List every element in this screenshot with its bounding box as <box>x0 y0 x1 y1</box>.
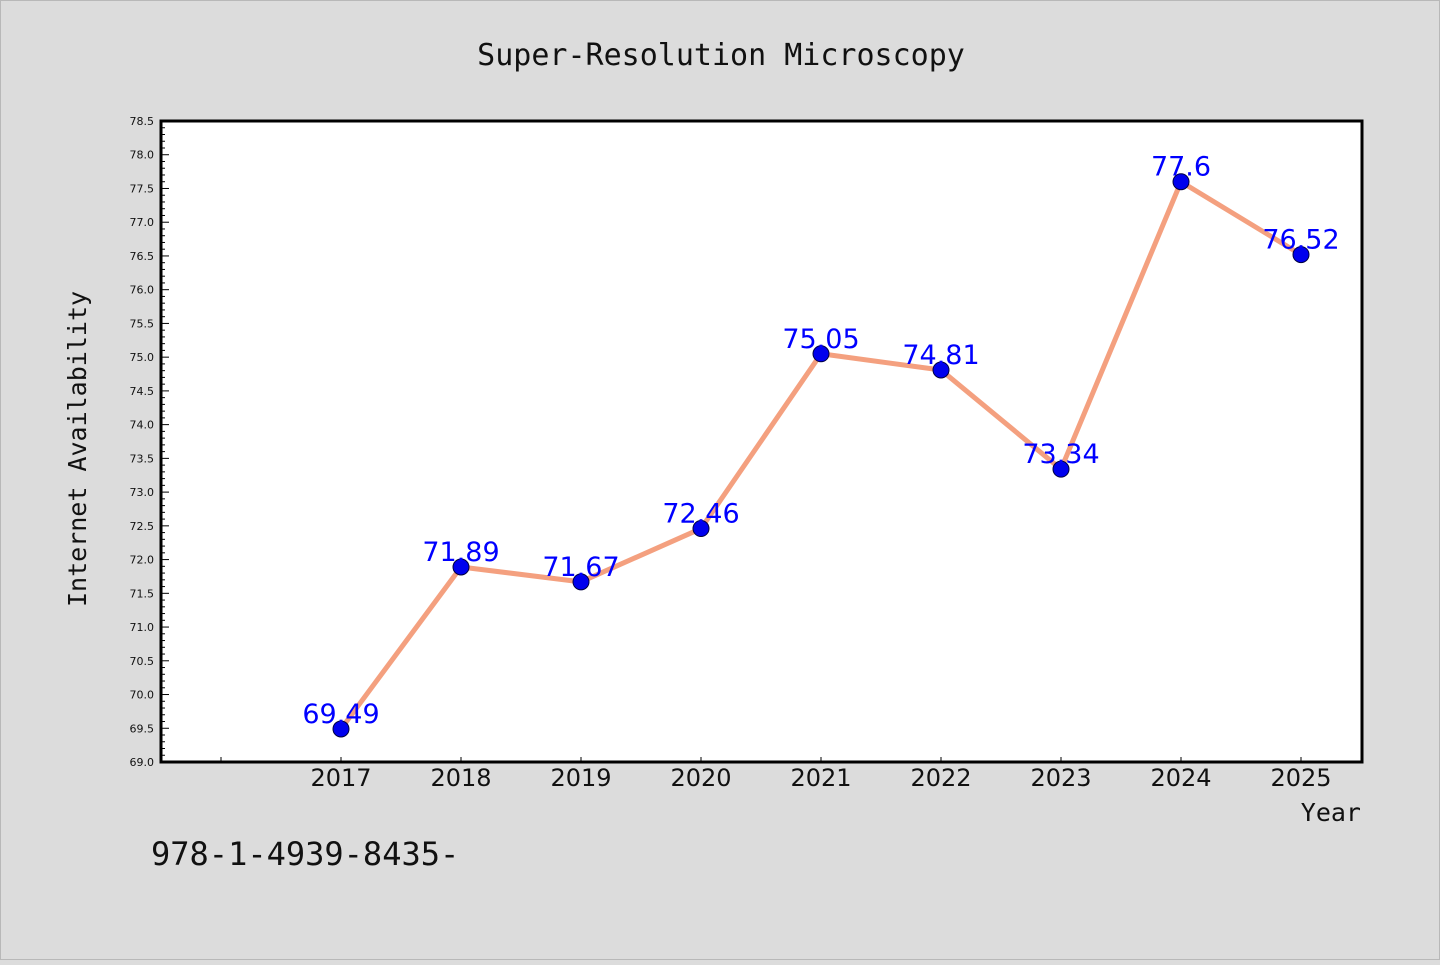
y-tick-label: 72.0 <box>130 554 155 567</box>
y-tick-label: 74.0 <box>130 419 155 432</box>
data-point <box>572 573 590 591</box>
data-label: 71.67 <box>542 552 619 583</box>
x-tick-label: 2020 <box>670 764 731 792</box>
data-label-group: 69.49 71.89 71.67 72.46 75.05 74.81 73.34 77.6 7… <box>302 152 1339 730</box>
data-point <box>1052 460 1070 478</box>
data-point <box>812 345 830 363</box>
data-label: 75.05 <box>782 324 859 355</box>
y-tick-label: 75.0 <box>130 351 155 364</box>
y-tick-label: 72.5 <box>130 520 155 533</box>
y-tick-label: 69.5 <box>130 722 155 735</box>
y-tick-label: 71.0 <box>130 621 155 634</box>
x-tick-label: 2021 <box>790 764 851 792</box>
footer-text: 978-1-4939-8435- <box>151 835 459 873</box>
data-point <box>932 361 950 379</box>
data-point <box>452 558 470 576</box>
x-axis: 2017 2018 2019 2020 2021 2022 2023 2024 2025 <box>220 757 1332 792</box>
y-tick-label: 78.0 <box>130 149 155 162</box>
y-tick-label: 76.5 <box>130 250 155 263</box>
y-axis-label: Internet Availability <box>63 291 92 607</box>
y-tick-label: 77.0 <box>130 216 155 229</box>
x-tick-label: 2017 <box>310 764 371 792</box>
y-tick-label: 78.5 <box>130 115 155 128</box>
y-tick-label: 71.5 <box>130 587 155 600</box>
data-label: 73.34 <box>1022 439 1099 470</box>
y-tick-label: 69.0 <box>130 756 155 769</box>
data-label: 71.89 <box>422 537 499 568</box>
data-label: 72.46 <box>662 499 739 530</box>
x-axis-label: Year <box>1301 798 1361 827</box>
data-label: 69.49 <box>302 699 379 730</box>
y-axis: 69.0 69.5 70.0 70.5 71.0 71.5 72.0 72.5 73.0 73.5… <box>130 115 169 769</box>
x-tick-label: 2023 <box>1030 764 1091 792</box>
data-point <box>1292 246 1310 264</box>
chart-title: Super-Resolution Microscopy <box>477 38 965 73</box>
data-label: 77.6 <box>1151 152 1211 183</box>
y-tick-label: 77.5 <box>130 182 155 195</box>
y-tick-label: 70.5 <box>130 655 155 668</box>
data-point <box>1172 173 1190 191</box>
y-tick-label: 70.0 <box>130 689 155 702</box>
data-point <box>692 520 710 538</box>
y-tick-label: 73.0 <box>130 486 155 499</box>
y-tick-label: 75.5 <box>130 317 155 330</box>
x-tick-label: 2025 <box>1270 764 1331 792</box>
data-label: 76.52 <box>1262 225 1339 256</box>
x-tick-label: 2022 <box>910 764 971 792</box>
marker-group <box>332 173 1310 738</box>
data-point <box>332 720 350 738</box>
x-tick-label: 2018 <box>430 764 491 792</box>
y-tick-label: 73.5 <box>130 452 155 465</box>
data-label: 74.81 <box>902 340 979 371</box>
x-tick-label: 2024 <box>1150 764 1211 792</box>
y-tick-label: 74.5 <box>130 385 155 398</box>
y-tick-label: 76.0 <box>130 284 155 297</box>
x-tick-label: 2019 <box>550 764 611 792</box>
